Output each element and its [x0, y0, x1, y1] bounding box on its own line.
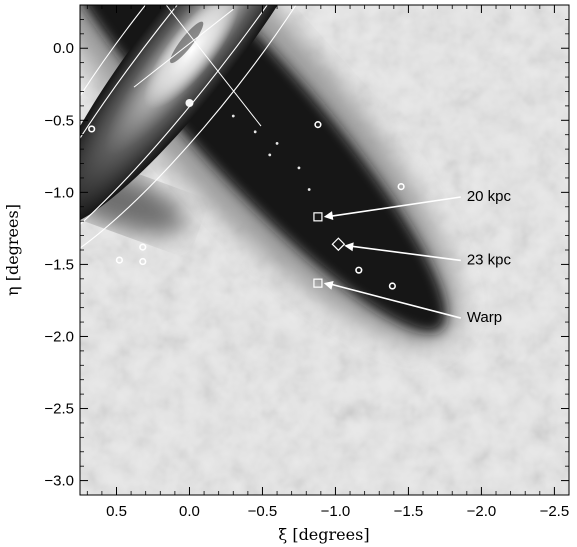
x-tick-label: −1.5 — [394, 503, 424, 520]
circle-marker — [397, 182, 405, 191]
annotation-arrow — [326, 196, 461, 218]
annotation-arrow — [326, 282, 462, 319]
y-tick-label: −1.0 — [44, 184, 74, 201]
axis-tick-labels: 0.5 0.0 −0.5 −1.0 −1.5 −2.0 −2.5 0.0 −0.5 −1.0 −1.… — [44, 40, 569, 520]
annotation-arrowhead — [323, 281, 334, 290]
annotation-arrow — [347, 244, 461, 262]
x-axis-title: ξ [degrees] — [278, 525, 369, 544]
y-tick-label: −1.5 — [44, 256, 74, 273]
minor-axis-line — [133, 8, 234, 88]
x-tick-label: −0.5 — [248, 503, 278, 520]
circle-marker — [88, 125, 96, 133]
halo-inner — [80, 5, 446, 332]
y-tick-label: 0.0 — [53, 40, 74, 57]
axis-ticks — [80, 5, 569, 495]
x-tick-label: −2.5 — [540, 503, 570, 520]
circle-marker — [314, 121, 322, 129]
y-tick-label: −0.5 — [44, 112, 74, 129]
y-tick-label: −2.0 — [44, 328, 74, 345]
circle-marker — [139, 243, 147, 251]
star-knot — [253, 130, 257, 134]
circle-marker — [139, 257, 147, 266]
star-knot — [307, 188, 311, 191]
galaxy-bulge — [143, 5, 240, 109]
annotations: 20 kpc 23 kpc Warp — [323, 188, 512, 326]
square-marker — [313, 278, 323, 288]
density-map — [80, 5, 569, 495]
y-axis-title: η [degrees] — [3, 204, 22, 296]
star-knot — [275, 141, 279, 145]
diamond-marker — [331, 237, 346, 252]
y-tick-label: −2.5 — [44, 401, 74, 418]
x-tick-label: 0.5 — [106, 503, 127, 520]
circle-marker — [355, 266, 363, 274]
annotation-label: 23 kpc — [467, 251, 512, 268]
circle-marker — [388, 282, 396, 290]
square-marker — [313, 212, 323, 222]
star-knot — [297, 166, 301, 170]
x-tick-label: 0.0 — [179, 503, 200, 520]
annotation-label: 20 kpc — [467, 188, 512, 205]
major-axis-line — [165, 5, 262, 127]
x-tick-label: −1.0 — [321, 503, 351, 520]
star-knot — [231, 114, 235, 118]
y-tick-label: −3.0 — [44, 473, 74, 490]
star-knot — [268, 153, 272, 157]
annotation-arrowhead — [344, 242, 354, 252]
x-tick-label: −2.0 — [467, 503, 497, 520]
annotation-arrowhead — [323, 211, 334, 221]
annotation-label: Warp — [467, 309, 502, 326]
circle-marker — [115, 256, 124, 264]
